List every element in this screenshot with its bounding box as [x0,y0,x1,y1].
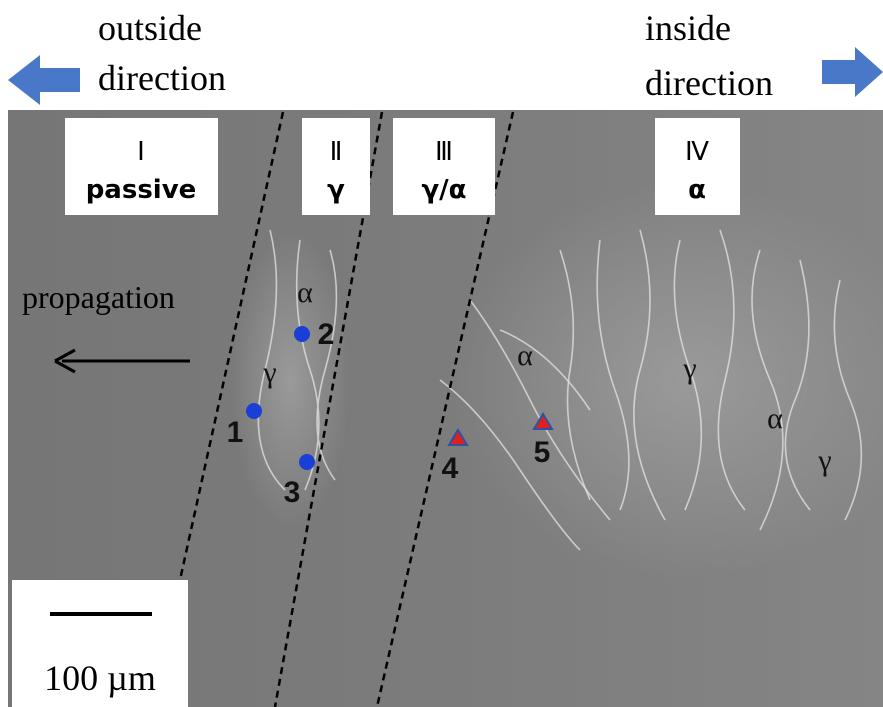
point-label: 4 [442,452,459,485]
point-marker [299,454,315,470]
region-label: passive [86,175,197,205]
point-marker [294,326,310,342]
phase-label: α [297,276,313,309]
phase-label: γ [682,352,696,385]
arrow-right [822,47,883,97]
direction-label: inside [645,8,731,48]
region-label: γ [327,175,345,205]
direction-label: direction [98,58,226,98]
point-label: 5 [534,436,551,469]
point-label: 3 [284,476,301,509]
arrow-left [8,55,80,105]
region-numeral: Ⅱ [330,137,343,166]
propagation-label: propagation [22,279,175,315]
point-label: 2 [318,318,335,351]
phase-label: γ [817,444,831,477]
scale-label: 100 µm [44,658,156,698]
region-numeral: Ⅲ [435,137,453,166]
point-label: 1 [227,416,244,449]
region-numeral: Ⅰ [137,137,145,166]
phase-label: γ [262,356,276,389]
phase-label: α [517,339,533,372]
region-numeral: Ⅳ [685,137,709,166]
direction-label: direction [645,63,773,103]
region-label: α [688,175,706,205]
figure: outside direction inside direction Ⅰ pas… [0,0,883,707]
region-label: γ/α [421,175,466,205]
phase-label: α [767,402,783,435]
direction-label: outside [98,8,202,48]
point-marker [246,403,262,419]
